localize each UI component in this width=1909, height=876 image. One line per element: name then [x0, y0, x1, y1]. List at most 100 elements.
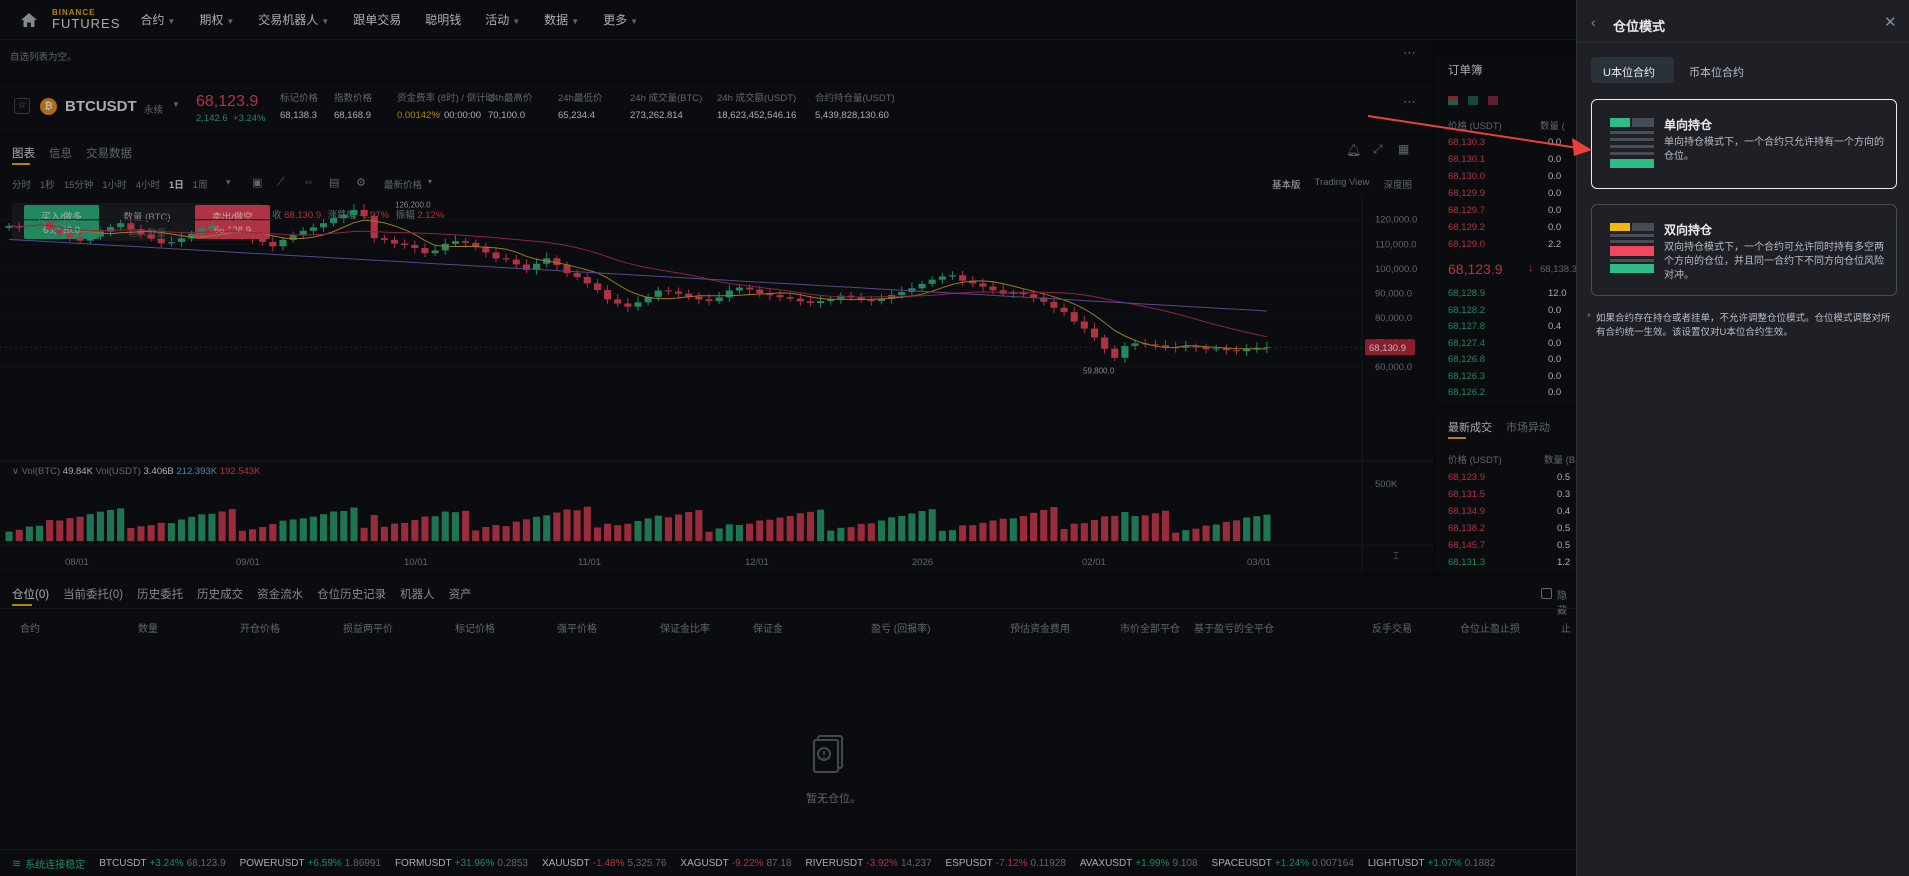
view-mode-0[interactable]: 基本版	[1272, 180, 1301, 191]
positions-tab-6[interactable]: 机器人	[400, 589, 435, 601]
compare-icon[interactable]: ⇔	[303, 176, 314, 188]
bid-price[interactable]: 68,128.2	[1448, 304, 1485, 316]
candle-body	[218, 225, 226, 229]
price-chart[interactable]: 120,000.0 110,000.0 100,000.0 90,000.0 80,00…	[0, 135, 1433, 573]
ticker-item[interactable]: FORMUSDT +31.96% 0.2853	[395, 858, 528, 869]
option-hedge[interactable]: 双向持仓 双向持仓模式下，一个合约可允许同时持有多空两个方向的仓位，并且同一合约…	[1591, 204, 1897, 296]
price-type-caret-icon[interactable]: ▾	[428, 177, 433, 186]
grid-layout-icon[interactable]: ▦	[1398, 142, 1410, 156]
positions-tab-3[interactable]: 历史成交	[197, 589, 244, 601]
ticker-item[interactable]: POWERUSDT +6.59% 1.86991	[240, 858, 381, 869]
ask-price[interactable]: 68,130.0	[1448, 171, 1485, 182]
orderbook-panel: 订单簿 价格 (USDT) 数量 ( 68,130.3 0.0 68,130.1 0.…	[1436, 56, 1577, 406]
ask-price[interactable]: 68,129.9	[1448, 188, 1485, 199]
option-one-way[interactable]: 单向持仓 单向持仓模式下，一个合约只允许持有一个方向的仓位。	[1591, 99, 1897, 189]
nav-item-7[interactable]: 更多 ▼	[603, 11, 638, 28]
chart-tab-2[interactable]: 交易数据	[86, 148, 132, 160]
ticker-item[interactable]: SPACEUSDT +1.24% 0.007164	[1212, 858, 1354, 869]
ticker-item[interactable]: AVAXUSDT +1.99% 9.108	[1080, 858, 1198, 869]
price-type-select[interactable]: 最新价格	[384, 180, 423, 191]
ask-price[interactable]: 68,130.1	[1448, 154, 1485, 165]
ticker-price: 9.108	[1172, 857, 1198, 869]
tab-market-moves[interactable]: 市场异动	[1506, 422, 1550, 434]
chevron-down-icon: ▼	[167, 17, 176, 26]
hide-other-checkbox[interactable]	[1541, 588, 1552, 599]
book-bids-icon[interactable]	[1468, 96, 1478, 105]
nav-item-3[interactable]: 跟单交易	[353, 11, 401, 28]
interval-6[interactable]: 1周	[192, 180, 208, 191]
positions-tab-2[interactable]: 历史委托	[137, 589, 184, 601]
settings-icon[interactable]: ⚙	[356, 177, 366, 189]
btc-coin-icon: ₿	[40, 98, 57, 115]
interval-1[interactable]: 1秒	[40, 180, 55, 191]
calendar-icon[interactable]: ▣	[252, 177, 263, 189]
ticker-item[interactable]: XAGUSDT -9.22% 87.18	[680, 858, 791, 869]
volume-bar	[938, 530, 946, 541]
interval-4[interactable]: 4小时	[135, 180, 160, 191]
binance-futures-logo[interactable]: BINANCE FUTURES	[52, 9, 120, 31]
home-icon[interactable]	[20, 11, 38, 29]
tab-usdm[interactable]: U本位合约	[1603, 67, 1655, 79]
chart-tab-0[interactable]: 图表	[12, 148, 35, 160]
ask-price[interactable]: 68,129.2	[1448, 222, 1485, 233]
nav-item-4[interactable]: 聪明钱	[425, 11, 461, 28]
positions-tab-1[interactable]: 当前委托(0)	[63, 589, 124, 601]
template-icon[interactable]: ▤	[329, 177, 340, 189]
positions-tab-0[interactable]: 仓位(0)	[12, 589, 50, 601]
expand-icon[interactable]: ⤢	[1373, 142, 1383, 156]
quick-qty-input[interactable]: 数量 (BTC) 输入数量	[107, 205, 187, 239]
chart-tab-1[interactable]: 信息	[49, 148, 72, 160]
bid-price[interactable]: 68,126.3	[1448, 370, 1485, 382]
candle-body	[766, 293, 774, 296]
ticker-item[interactable]: LIGHTUSDT +1.07% 0.1882	[1368, 858, 1495, 869]
positions-tab-5[interactable]: 仓位历史记录	[317, 589, 387, 601]
interval-3[interactable]: 1小时	[102, 180, 127, 191]
nav-item-6[interactable]: 数据 ▼	[544, 11, 579, 28]
book-both-icon[interactable]	[1448, 96, 1458, 105]
volume-bar	[675, 514, 683, 541]
back-chevron-icon[interactable]: ‹	[1591, 14, 1596, 30]
nav-item-5[interactable]: 活动 ▼	[485, 11, 520, 28]
ask-price[interactable]: 68,130.3	[1448, 137, 1485, 148]
interval-2[interactable]: 15分钟	[63, 180, 94, 191]
star-icon[interactable]: ☆	[14, 98, 30, 114]
tab-latest-trades[interactable]: 最新成交	[1448, 422, 1492, 434]
bid-price[interactable]: 68,127.4	[1448, 337, 1485, 349]
volume-toggle-icon[interactable]: ∨	[12, 466, 19, 477]
ask-price[interactable]: 68,129.0	[1448, 239, 1485, 250]
ticker-item[interactable]: RIVERUSDT -3.92% 14.237	[805, 858, 931, 869]
view-mode-2[interactable]: 深度图	[1383, 180, 1412, 191]
nav-item-2[interactable]: 交易机器人 ▼	[258, 11, 329, 28]
bell-icon[interactable]: 🔔︎	[1346, 143, 1362, 157]
axis-scale-icon[interactable]: ⌶	[1393, 551, 1399, 562]
positions-tab-underline	[12, 604, 32, 606]
interval-5[interactable]: 1日	[168, 180, 184, 191]
nav-item-0[interactable]: 合约 ▼	[140, 11, 175, 28]
nav-item-1[interactable]: 期权 ▼	[199, 11, 234, 28]
symbol-name[interactable]: BTCUSDT	[65, 98, 137, 115]
ticker-item[interactable]: BTCUSDT +3.24% 68,123.9	[99, 858, 225, 869]
stat-separator: /	[438, 110, 441, 121]
volume-bar	[766, 519, 774, 541]
tab-coinm[interactable]: 币本位合约	[1689, 67, 1744, 79]
close-icon[interactable]: ✕	[1884, 14, 1897, 31]
bid-price[interactable]: 68,128.9	[1448, 288, 1485, 299]
positions-tab-7[interactable]: 资产	[448, 589, 472, 601]
indicator-icon[interactable]: ⟋	[277, 176, 285, 188]
more-dots-icon[interactable]: ⋯	[1403, 45, 1416, 60]
more-dots-icon[interactable]: ⋯	[1403, 94, 1416, 109]
ask-price[interactable]: 68,129.7	[1448, 205, 1485, 216]
ticker-item[interactable]: ESPUSDT -7.12% 0.11928	[946, 858, 1066, 869]
ticker-item[interactable]: XAUUSDT -1.48% 5,325.76	[542, 858, 666, 869]
symbol-dropdown-icon[interactable]: ▼	[172, 100, 180, 109]
volume-bar	[319, 514, 328, 541]
bid-price[interactable]: 68,126.2	[1448, 387, 1485, 398]
bid-price[interactable]: 68,126.8	[1448, 354, 1485, 365]
bid-price[interactable]: 68,127.8	[1448, 321, 1485, 332]
positions-tab-4[interactable]: 资金流水	[257, 589, 304, 601]
view-mode-1[interactable]: Trading View	[1314, 177, 1370, 188]
volume-bar	[279, 520, 287, 541]
interval-0[interactable]: 分时	[12, 180, 32, 191]
book-asks-icon[interactable]	[1488, 96, 1498, 105]
interval-dropdown-icon[interactable]: ▾	[226, 177, 231, 187]
